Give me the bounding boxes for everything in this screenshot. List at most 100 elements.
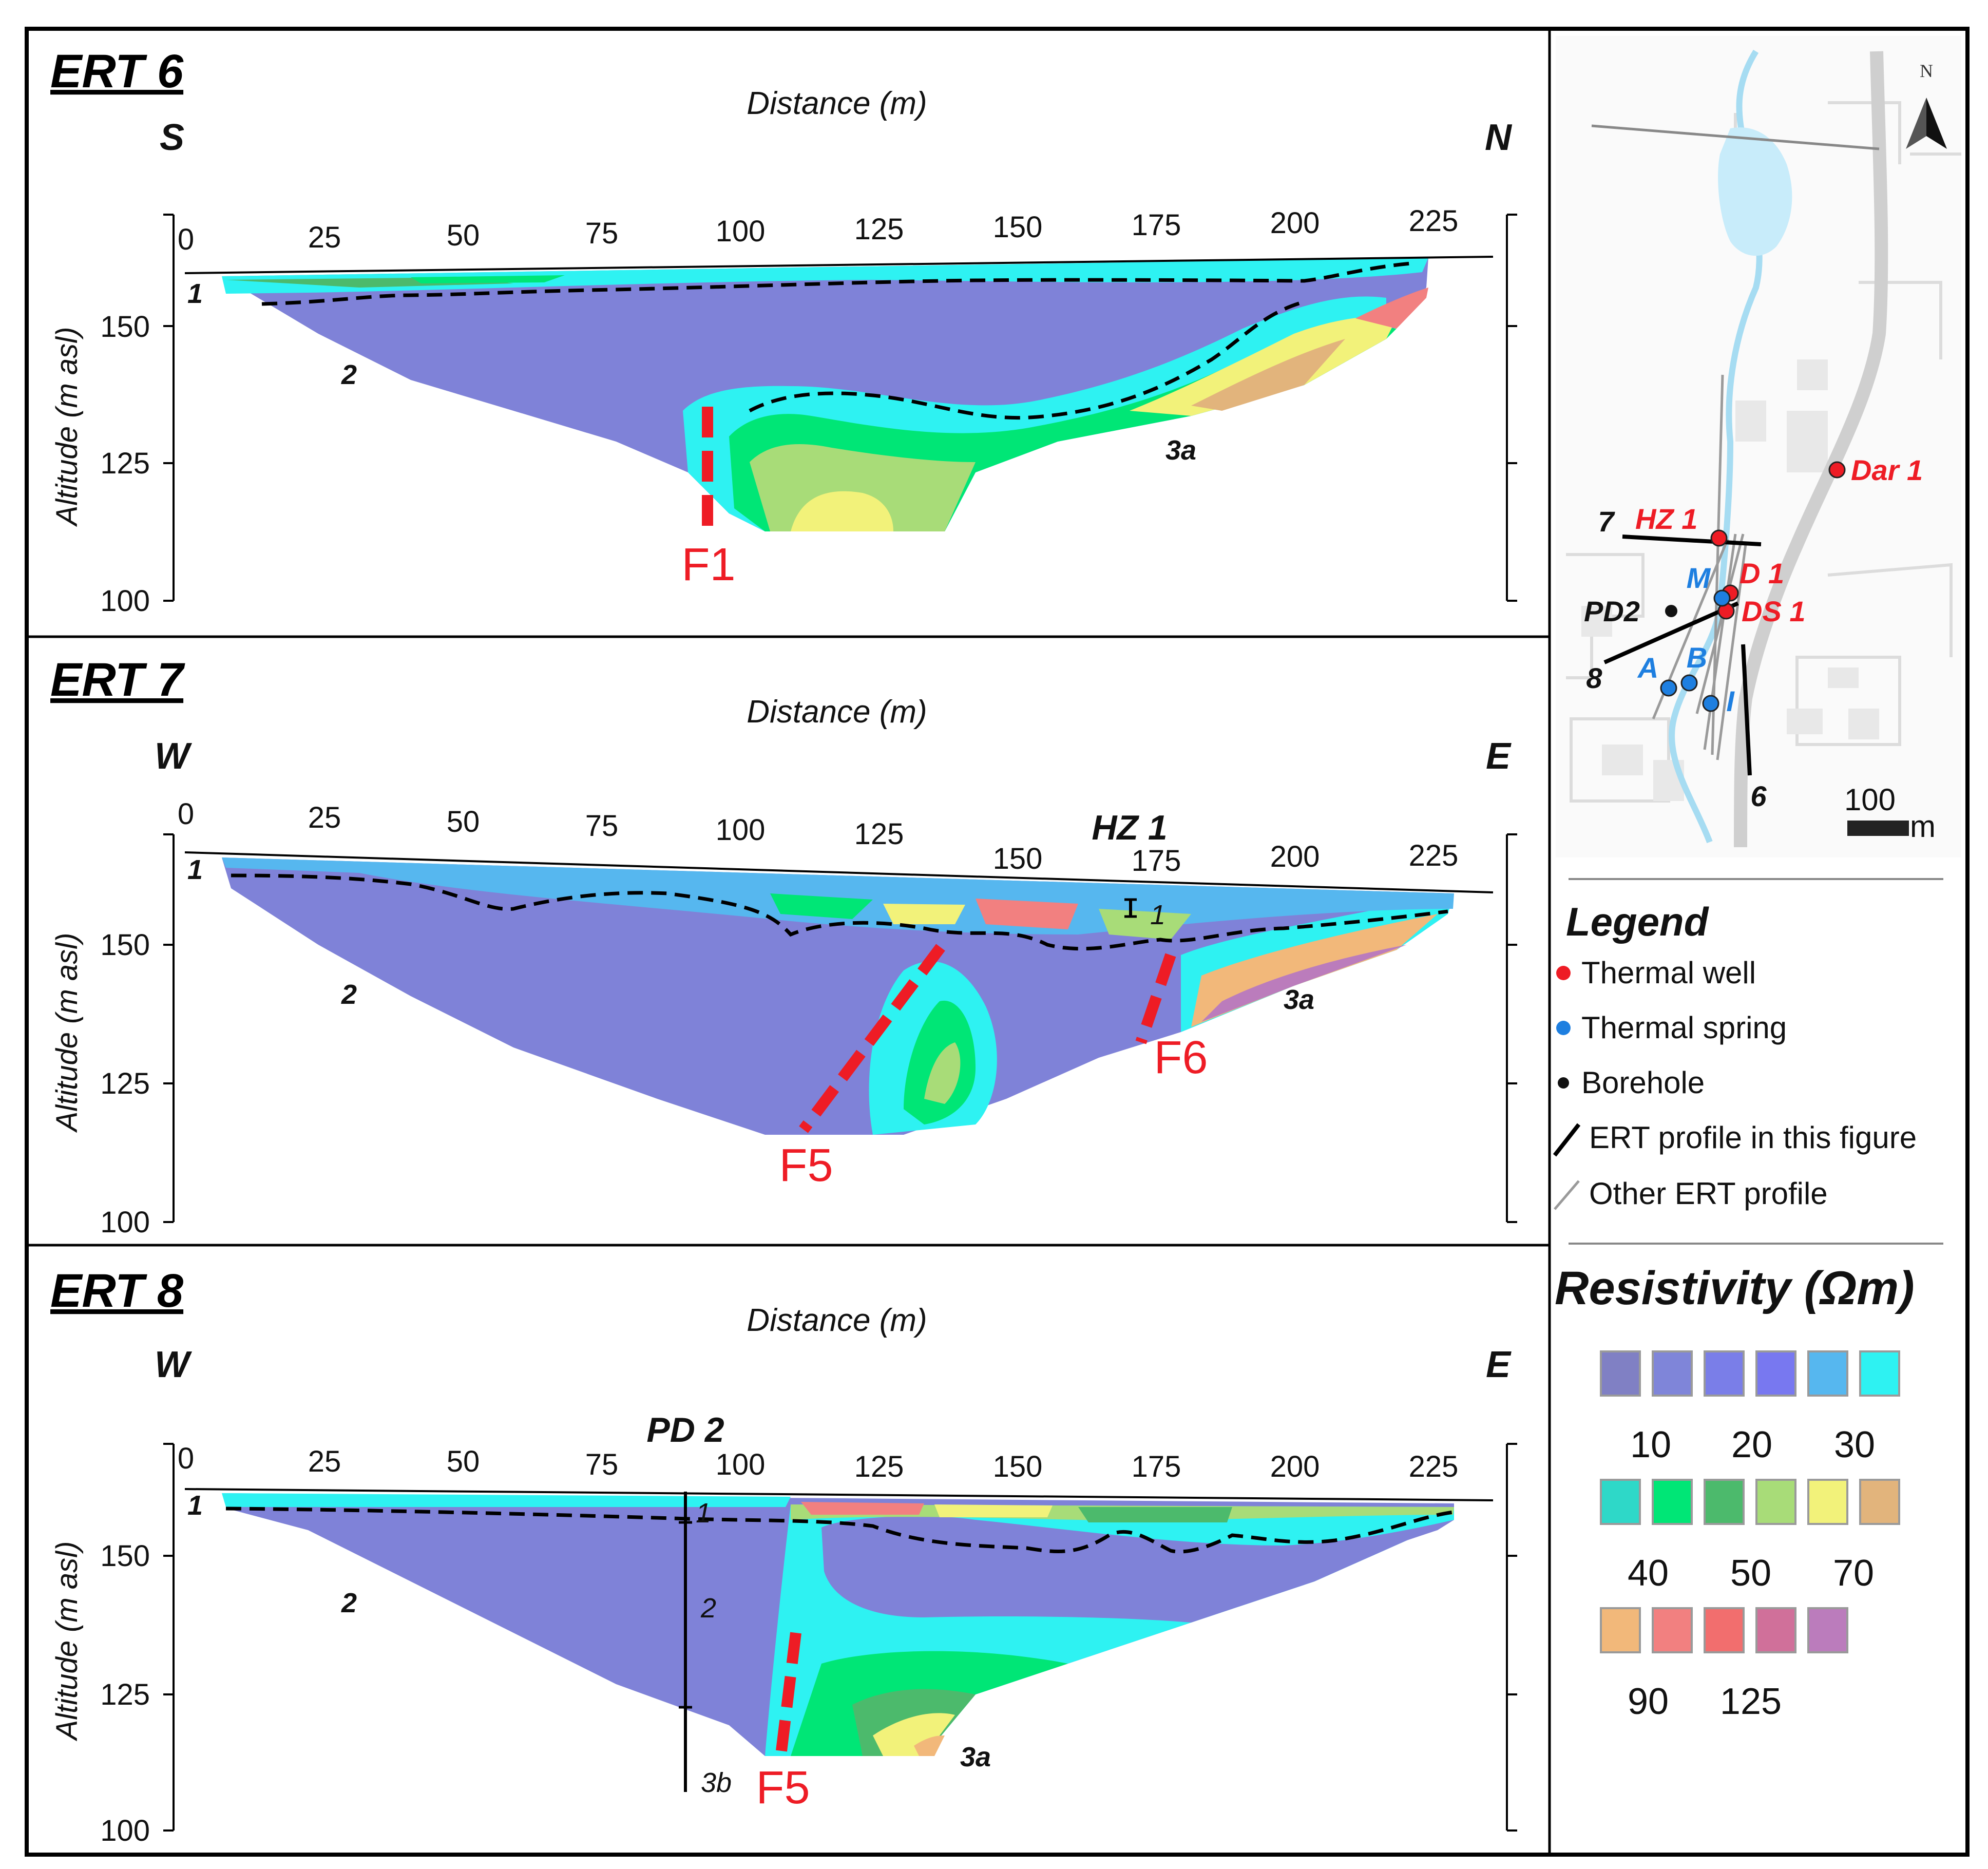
color-swatches (1600, 1350, 1900, 1653)
borehole-unit-label: 1 (696, 1498, 711, 1529)
x-tick-label: 0 (178, 223, 194, 256)
legend-item: Thermal spring (1581, 1010, 1787, 1045)
resistivity-swatch (1600, 1350, 1641, 1397)
x-tick-label: 225 (1409, 1450, 1459, 1483)
thermal-spring-label: B (1687, 641, 1707, 674)
y-tick-label: 100 (100, 1206, 150, 1239)
x-tick-label: 25 (308, 1445, 341, 1478)
resistivity-swatch (1652, 1607, 1693, 1653)
x-tick-label: 75 (585, 809, 619, 843)
thermal-well-label: DS 1 (1742, 595, 1806, 627)
y-tick-label: 125 (100, 1678, 150, 1711)
unit-boundary (225, 1506, 1454, 1554)
x-axis-label: Distance (m) (747, 86, 927, 121)
y-axis-label: Altitude (m asl) (50, 1541, 84, 1742)
x-tick-label: 75 (585, 217, 619, 250)
scale-unit: m (1910, 809, 1936, 844)
legend-marker (1554, 1180, 1580, 1210)
panel-title: ERT 6 (50, 45, 184, 98)
fault-line-f6 (1135, 953, 1176, 1044)
resistivity-swatch (1807, 1350, 1848, 1397)
x-tick-label: 175 (1132, 1450, 1181, 1483)
profile-label: 7 (1598, 505, 1615, 538)
x-tick-label: 150 (993, 1450, 1043, 1483)
unit-boundary (231, 873, 1448, 951)
resistivity-swatch (1704, 1607, 1745, 1653)
resistivity-value: 125 (1720, 1681, 1782, 1722)
y-tick-label: 150 (100, 1539, 150, 1573)
resistivity-swatch (1859, 1350, 1900, 1397)
x-tick-label: 50 (447, 219, 480, 252)
north-label: N (1920, 61, 1933, 81)
fault-label-f6: F6 (1154, 1032, 1208, 1083)
profile-label: 6 (1750, 780, 1767, 812)
x-tick-label: 125 (854, 817, 904, 851)
y-tick-label: 125 (100, 1067, 150, 1100)
legend-marker (1553, 1123, 1581, 1157)
legend-marker (1556, 966, 1571, 980)
fault-label-f1: F1 (681, 539, 735, 590)
profile-label: 8 (1586, 662, 1602, 694)
resistivity-section (222, 1493, 1454, 1756)
thermal-well-marker (1710, 529, 1728, 547)
y-tick-label: 150 (100, 928, 150, 962)
y-axis-right (1506, 214, 1517, 602)
x-tick-label: 200 (1270, 1450, 1320, 1483)
y-axis-left (163, 1443, 175, 1832)
resistivity-swatch (1600, 1479, 1641, 1525)
x-tick-label: 225 (1409, 204, 1459, 238)
resistivity-value: 20 (1731, 1424, 1772, 1465)
thermal-well-label: HZ 1 (1635, 503, 1697, 535)
resistivity-title: Resistivity (Ωm) (1555, 1262, 1915, 1314)
x-tick-label: 175 (1132, 844, 1181, 878)
fault-line-f5 (776, 1632, 801, 1752)
x-tick-label: 50 (447, 1445, 480, 1478)
unit-label: 3a (1165, 435, 1196, 466)
unit-label: 2 (341, 359, 357, 390)
fault-line-f5 (799, 944, 945, 1133)
resistivity-swatch (1755, 1350, 1796, 1397)
resistivity-swatch (1600, 1607, 1641, 1653)
surface-line (184, 851, 1494, 893)
thermal-well-label: Dar 1 (1851, 454, 1923, 486)
unit-label: 2 (341, 979, 357, 1010)
resistivity-value: 10 (1630, 1424, 1671, 1465)
surface-line (184, 1488, 1494, 1501)
resistivity-swatch (1652, 1479, 1693, 1525)
x-tick-labels: 0 25 50 75 100 125 150 175 200 225 (178, 204, 1459, 256)
fault-label-f5: F5 (779, 1140, 833, 1191)
ert-profile-7 (1622, 535, 1762, 546)
unit-label: 3a (1284, 984, 1314, 1015)
x-tick-labels: 0 25 50 75 100 125 150 175 200 225 (178, 797, 1459, 878)
ert-profile-8 (1603, 601, 1739, 664)
resistivity-swatch (1704, 1479, 1745, 1525)
panel-ert7: ERT 7 Distance (m) W E HZ 1 F5 F6 1 2 3a (50, 654, 1517, 1239)
unit-label: 2 (341, 1588, 357, 1618)
y-axis-label: Altitude (m asl) (50, 327, 84, 527)
thermal-spring-marker (1702, 695, 1719, 712)
x-tick-label: 25 (308, 221, 341, 254)
north-arrow-icon (1906, 98, 1947, 149)
location-map: 7 8 6 HZ 1 D 1 DS 1 Dar 1 M A B I PD2 N … (1556, 36, 1961, 857)
x-tick-label: 125 (854, 1450, 904, 1483)
borehole-marker (1665, 605, 1677, 617)
y-axis-left (163, 214, 175, 602)
y-axis-label: Altitude (m asl) (50, 933, 84, 1133)
y-axis-right (1506, 833, 1517, 1223)
x-tick-label: 0 (178, 797, 194, 831)
resistivity-swatch (1859, 1479, 1900, 1525)
resistivity-swatch (1807, 1607, 1848, 1653)
unit-label: 1 (187, 278, 203, 309)
resistivity-value: 50 (1730, 1553, 1771, 1594)
legend-marker (1556, 1021, 1571, 1035)
panel-title: ERT 8 (50, 1265, 184, 1317)
resistivity-swatch (1755, 1479, 1796, 1525)
surface-line (184, 256, 1494, 274)
scale-value: 100 (1844, 783, 1896, 817)
lake (1718, 127, 1792, 256)
borehole-label: PD2 (1584, 595, 1640, 627)
direction-left: W (155, 1344, 193, 1385)
y-tick-label: 150 (100, 310, 150, 344)
legend-item: Thermal well (1581, 956, 1756, 990)
direction-right: E (1486, 736, 1512, 777)
